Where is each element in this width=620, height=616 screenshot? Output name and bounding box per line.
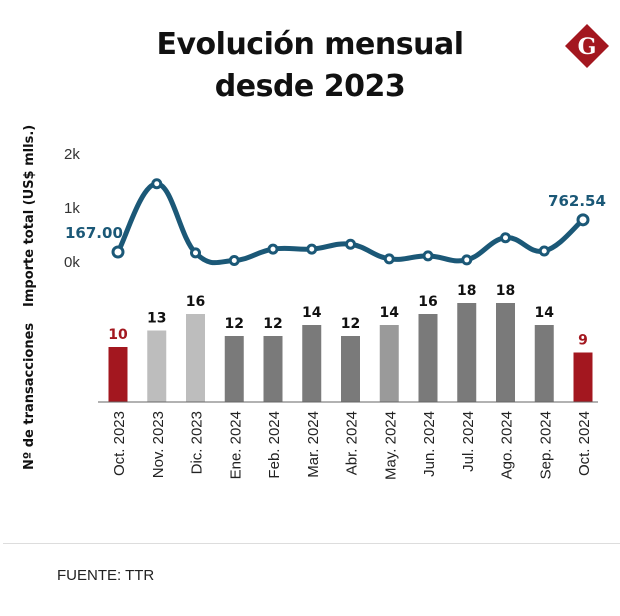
line-point bbox=[306, 243, 318, 255]
line-point bbox=[111, 245, 125, 259]
x-tick-label: Jul. 2024 bbox=[460, 411, 477, 472]
bar bbox=[341, 336, 360, 402]
bar-value-label: 12 bbox=[341, 316, 360, 332]
x-tick-label: Oct. 2023 bbox=[111, 411, 128, 476]
line-y-tick-label: 1k bbox=[64, 200, 80, 217]
x-tick-label: Ago. 2024 bbox=[499, 411, 516, 479]
bar-value-label: 13 bbox=[147, 311, 166, 327]
title-line-1: Evolución mensual bbox=[156, 27, 464, 62]
bar-value-label: 16 bbox=[418, 294, 437, 310]
line-point bbox=[228, 254, 240, 266]
bar bbox=[108, 347, 128, 402]
line-point bbox=[151, 178, 163, 190]
line-point bbox=[538, 245, 550, 257]
chart-title: Evolución mensual desde 2023 bbox=[0, 24, 620, 108]
bar-value-label: 18 bbox=[457, 283, 476, 299]
line-value-label: 167.00 bbox=[65, 224, 123, 242]
bar-value-label: 18 bbox=[496, 283, 515, 299]
x-tick-label: Oct. 2024 bbox=[576, 411, 593, 476]
x-tick-label: Dic. 2023 bbox=[189, 411, 206, 474]
bar-value-label: 10 bbox=[108, 327, 128, 343]
line-point bbox=[345, 238, 356, 250]
bar bbox=[496, 303, 515, 402]
logo-letter: G bbox=[578, 34, 597, 60]
x-tick-label: Nov. 2023 bbox=[150, 411, 167, 478]
line-point bbox=[190, 247, 201, 259]
bar bbox=[186, 314, 205, 402]
bar bbox=[147, 330, 167, 402]
x-tick-label: Ene. 2024 bbox=[227, 411, 244, 479]
line-y-tick-label: 0k bbox=[64, 254, 80, 271]
logo-icon: G bbox=[565, 24, 609, 68]
bar-value-label: 14 bbox=[302, 305, 322, 321]
line-point bbox=[461, 254, 473, 266]
bar-value-label: 9 bbox=[578, 333, 588, 349]
line-point bbox=[383, 253, 395, 265]
bar-value-label: 12 bbox=[263, 316, 282, 332]
line-point bbox=[500, 232, 511, 244]
logo-diamond bbox=[565, 24, 609, 68]
bar bbox=[302, 325, 322, 402]
x-tick-label: Feb. 2024 bbox=[266, 411, 283, 479]
bar bbox=[573, 352, 593, 402]
bar bbox=[263, 336, 283, 402]
bar bbox=[379, 325, 399, 402]
bar-value-label: 16 bbox=[186, 294, 205, 310]
title-line-2: desde 2023 bbox=[214, 69, 406, 104]
bar bbox=[418, 314, 438, 402]
series-line bbox=[115, 181, 586, 266]
line-value-label: 762.54 bbox=[548, 192, 606, 210]
line-point bbox=[267, 243, 279, 255]
line-y-tick-label: 2k bbox=[64, 146, 80, 163]
bar bbox=[457, 303, 477, 402]
x-tick-label: Abr. 2024 bbox=[344, 411, 361, 475]
source-note: FUENTE: TTR bbox=[57, 567, 155, 584]
x-tick-label: May. 2024 bbox=[382, 411, 399, 480]
bar-value-label: 14 bbox=[380, 305, 400, 321]
divider bbox=[3, 543, 620, 544]
line-point bbox=[422, 250, 434, 262]
x-tick-label: Jun. 2024 bbox=[421, 411, 438, 477]
chart-canvas: 0k 1k 2k 167.00 762.54 10 13 16 12 12 14 12 14 16 18 18… bbox=[64, 146, 606, 480]
bar bbox=[224, 336, 244, 402]
bar bbox=[534, 325, 554, 402]
bar-value-label: 14 bbox=[535, 305, 555, 321]
x-tick-label: Mar. 2024 bbox=[305, 411, 322, 478]
x-tick-label: Sep. 2024 bbox=[537, 411, 554, 479]
line-point bbox=[576, 213, 590, 227]
bar-value-label: 12 bbox=[225, 316, 244, 332]
